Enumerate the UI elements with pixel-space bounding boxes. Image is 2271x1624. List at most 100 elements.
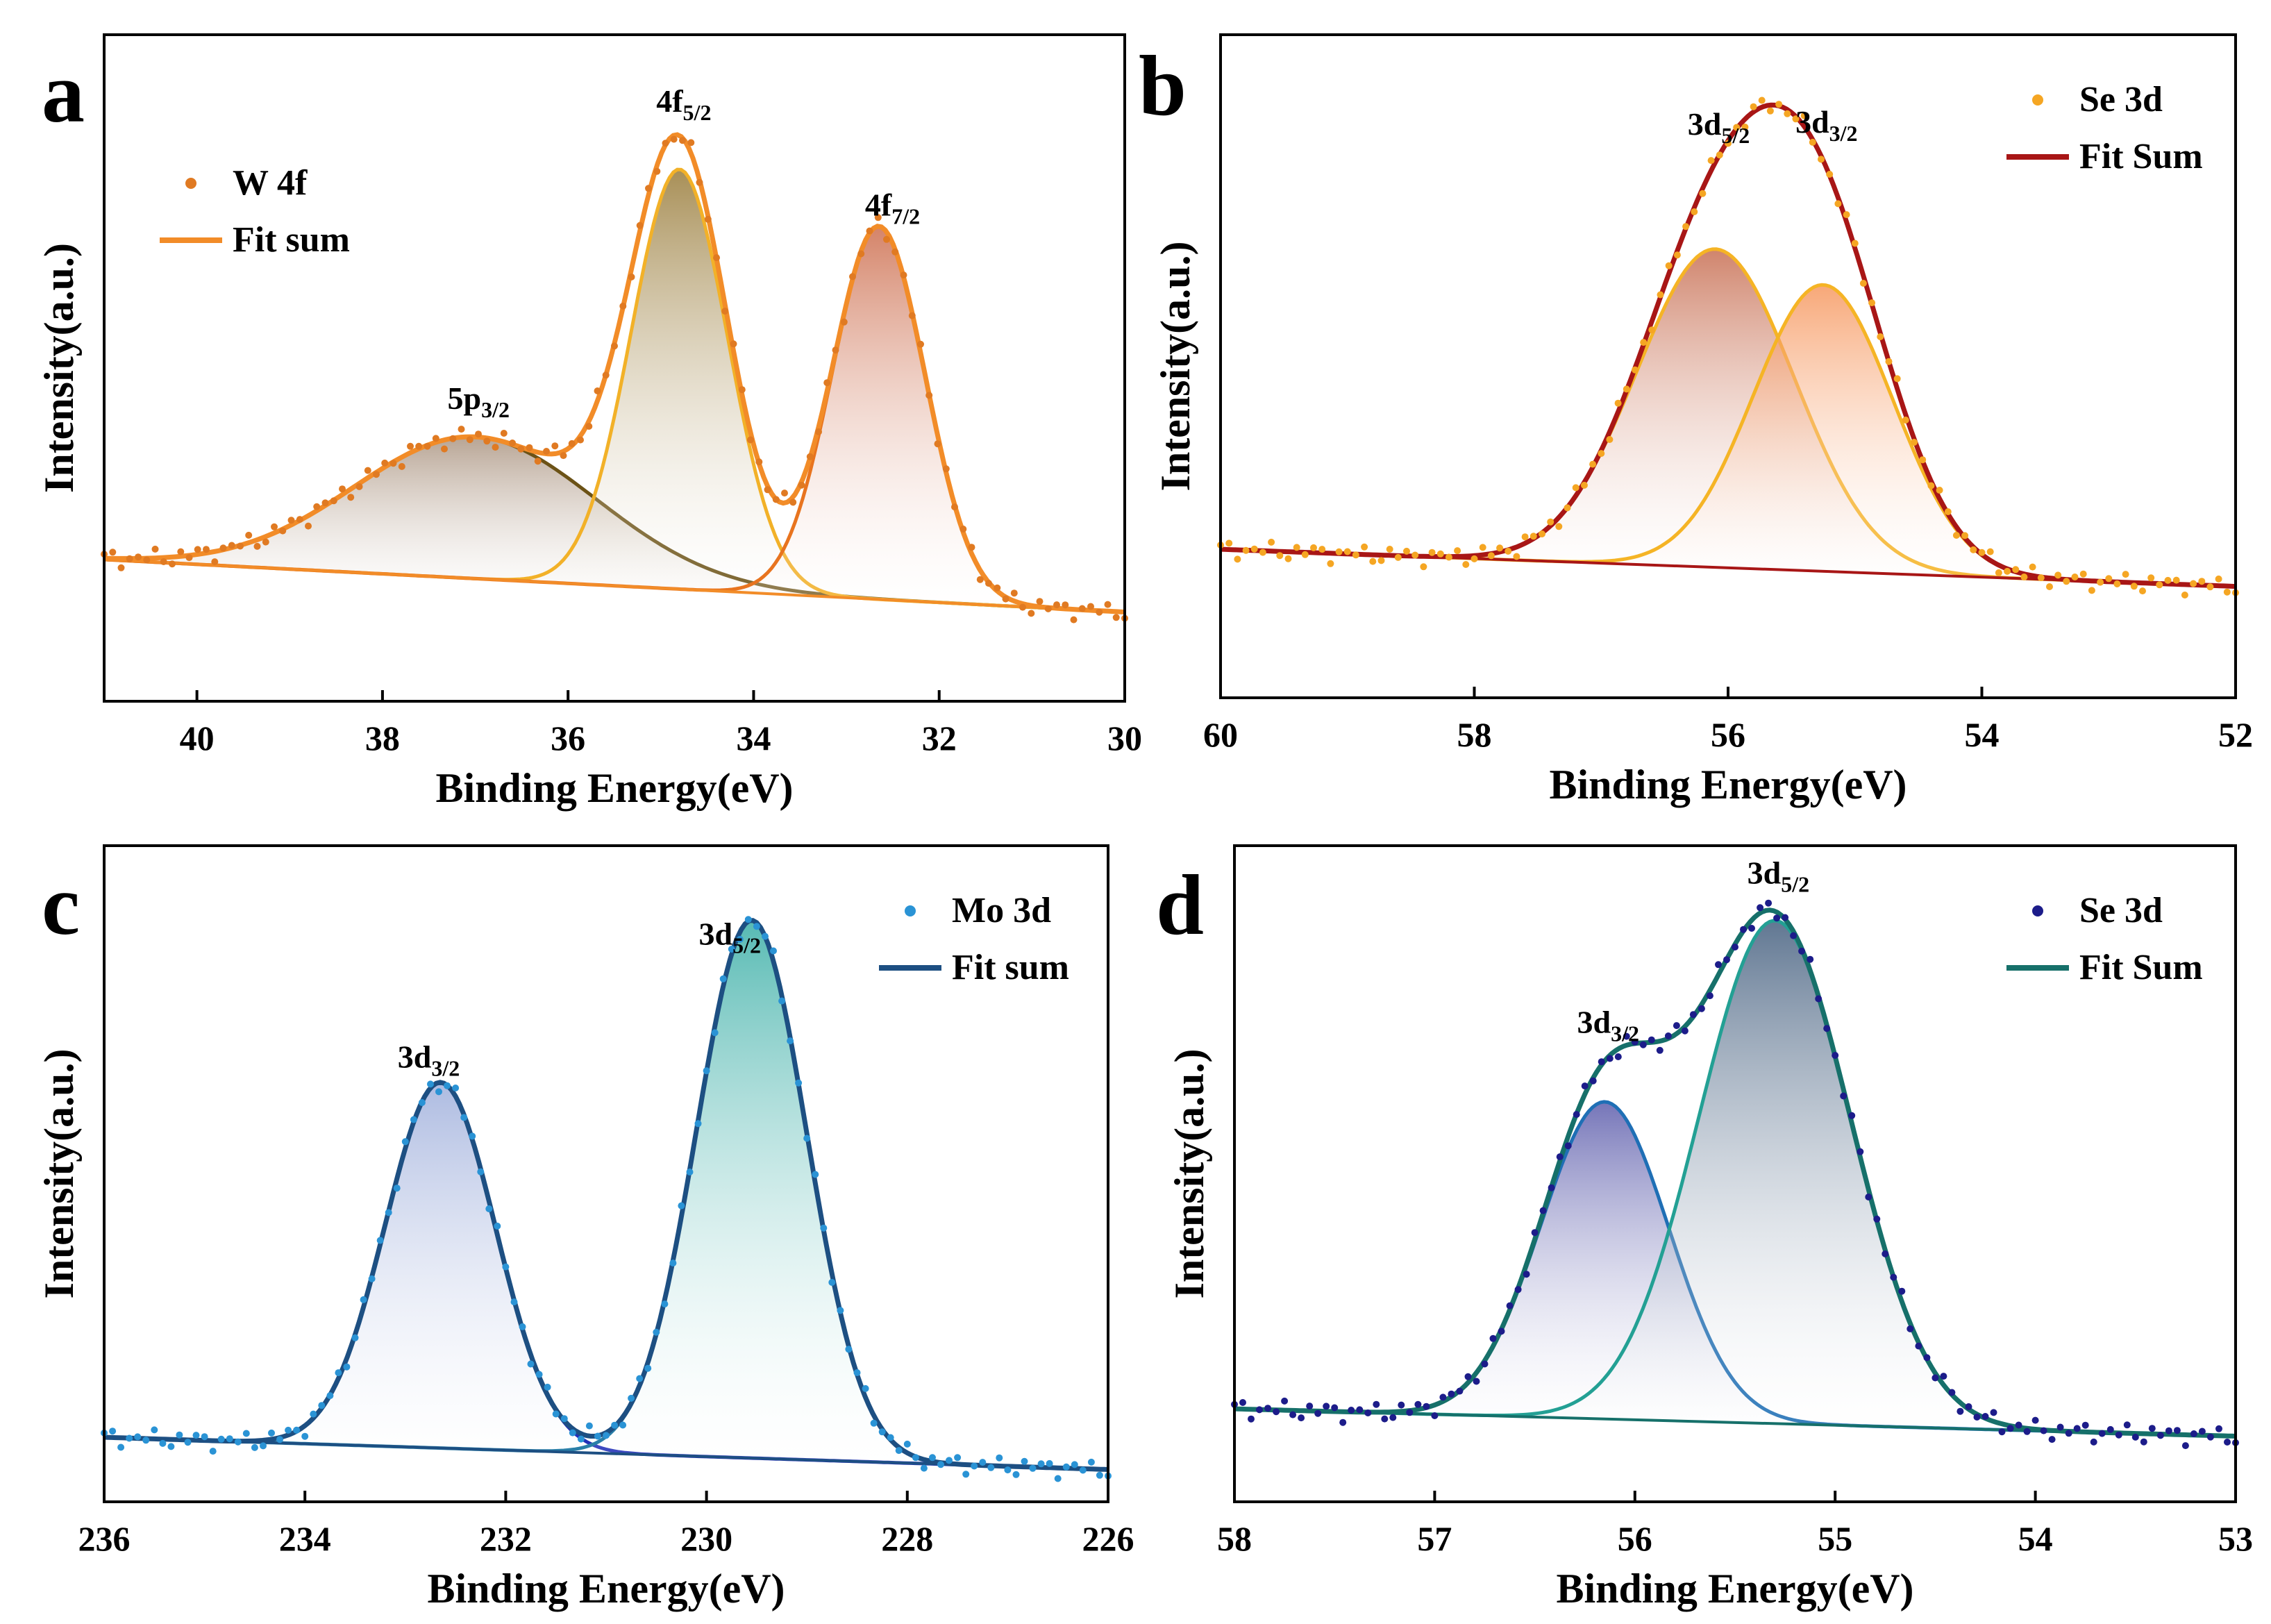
data-point [527,1360,535,1368]
data-point [209,1448,217,1455]
data-point [393,1184,401,1192]
legend-marker-dot [185,178,196,189]
data-point [798,481,805,489]
data-point [645,185,652,192]
data-points [101,916,1112,1482]
data-point [1256,1406,1263,1414]
data-point [764,486,771,494]
data-point [744,916,752,923]
data-point [569,1429,576,1437]
data-point [1521,533,1529,541]
data-point [1523,1271,1530,1278]
data-point [845,1346,853,1353]
peak-label-main: 3d [1688,106,1722,142]
data-point [1234,555,1241,563]
data-point [585,1422,593,1430]
data-point [226,1435,233,1443]
data-point [795,1079,803,1087]
peak-label-sub: 3/2 [1829,121,1858,146]
data-point [134,1433,142,1441]
data-point [994,584,1001,592]
data-point [1865,1194,1872,1200]
data-point [1012,1471,1020,1478]
data-point [753,923,760,930]
data-point [109,1428,117,1435]
data-point [1428,549,1436,556]
x-tick-label: 34 [736,719,771,757]
data-point [510,1298,518,1306]
data-point [1809,138,1816,146]
data-point [1902,417,1909,424]
data-point [1473,1378,1480,1385]
data-point [2190,1430,2197,1437]
data-point [1911,439,1918,446]
data-point [1335,548,1343,555]
data-point [1389,1414,1397,1421]
x-tick-label: 30 [1107,719,1142,757]
data-point [2173,1427,2181,1434]
data-point [728,946,735,953]
legend-label: Fit Sum [2079,948,2203,987]
data-point [1664,1032,1672,1039]
data-point [1481,1360,1489,1368]
data-point [2031,1416,2039,1424]
data-point [126,555,133,562]
data-point [444,1082,451,1089]
data-point [1361,543,1368,551]
data-point [410,1116,417,1123]
data-point [368,1275,376,1282]
data-point [1327,560,1334,567]
data-point [2006,1425,2014,1432]
data-point [1104,601,1112,608]
panel-b: 60 58 56 54 52 Binding Energy(eV) Intensity(a.… [1139,33,2253,807]
data-point [217,1435,225,1443]
data-point [1940,1373,1947,1380]
data-point [211,558,219,566]
data-point [381,459,389,467]
data-point [1547,518,1554,526]
data-point [568,440,576,447]
data-point [946,1457,953,1464]
data-point [934,440,941,448]
data-point [636,1375,644,1382]
data-point [1406,1409,1414,1416]
data-point [305,522,312,530]
data-point [1673,251,1681,259]
data-point [694,1120,702,1128]
data-point [253,542,261,550]
data-point [1314,1409,1322,1417]
peak-label-sub: 3/2 [1611,1021,1639,1046]
plot-frame [1233,844,2237,1503]
data-point [1648,326,1656,334]
peak-label-main: 3d [699,916,733,951]
legend-label: Mo 3d [952,891,1051,930]
data-point [736,935,744,943]
legend-label: Fit Sum [2079,137,2203,176]
data-point [339,485,346,493]
y-axis-title: Intensity(a.u.) [36,243,82,493]
data-point [2048,1436,2056,1443]
data-point [2115,1431,2122,1439]
peak-label-sub: 5/2 [683,100,712,125]
data-point [806,453,814,460]
data-point [1859,280,1867,287]
data-point [778,997,786,1005]
data-point [1079,1466,1087,1474]
data-point [1919,456,1927,464]
data-point [900,271,907,279]
data-point [1656,1046,1664,1054]
data-point [1995,569,2002,576]
data-point [1264,1405,1272,1412]
data-point [925,392,933,399]
data-point [1513,553,1520,560]
peak-label-main: 3d [1795,104,1829,140]
legend-label: Se 3d [2079,891,2163,930]
data-point [611,342,618,350]
data-point [1598,450,1605,458]
legend-label: Fit sum [952,948,1069,987]
data-point [653,1328,660,1336]
data-point [2071,574,2079,580]
data-point [1748,925,1755,932]
data-point [1657,291,1664,299]
data-point [696,178,703,186]
